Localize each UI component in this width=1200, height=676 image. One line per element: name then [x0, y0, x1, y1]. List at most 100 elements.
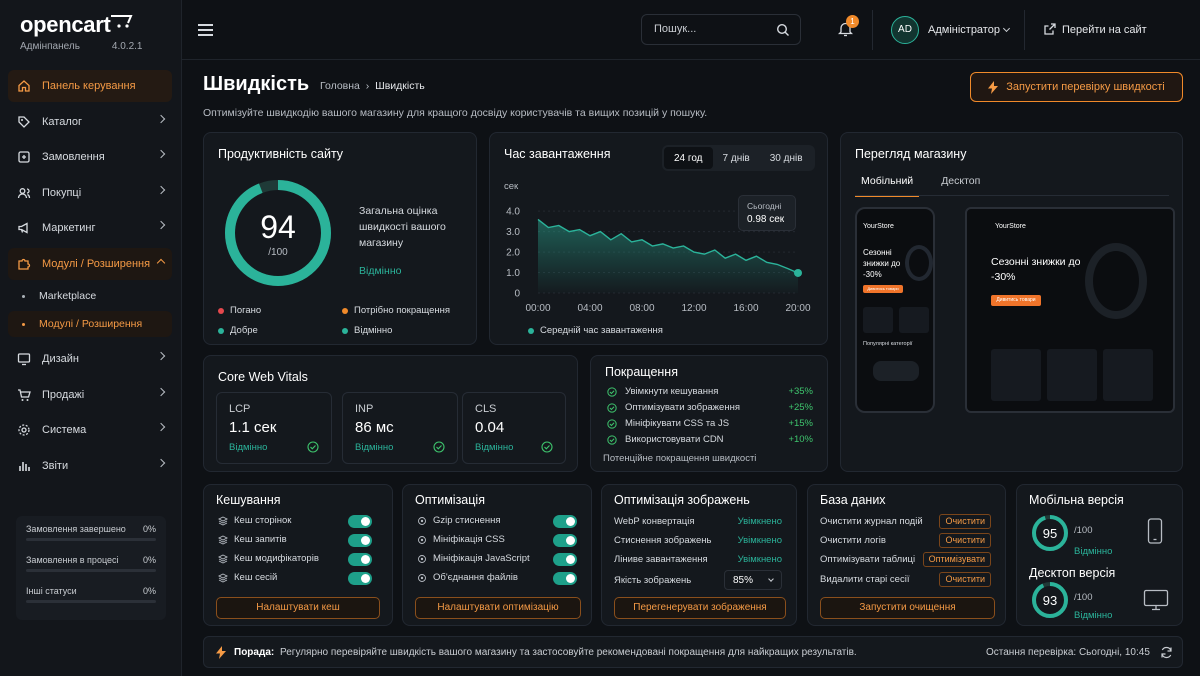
menu-toggle-icon[interactable]: [198, 24, 213, 39]
configure-optimization-button[interactable]: Налаштувати оптимізацію: [415, 597, 581, 619]
sidebar-item-system[interactable]: Система: [8, 414, 172, 446]
logo[interactable]: opencart Адмінпанель 4.0.2.1: [20, 12, 143, 52]
sidebar-item-design[interactable]: Дизайн: [8, 343, 172, 375]
refresh-icon[interactable]: [1160, 646, 1173, 659]
sidebar-item-marketing[interactable]: Маркетинг: [8, 212, 172, 244]
sidebar-item-sales[interactable]: Продажі: [8, 379, 172, 411]
cart-logo-icon: [111, 15, 133, 28]
legend-needs-improvement: Потрібно покращення: [342, 305, 450, 316]
optimize-tables-button[interactable]: Оптимізувати: [922, 552, 991, 567]
improvement-value: +25%: [788, 402, 813, 413]
cache-title: Кешування: [216, 493, 281, 507]
sidebar-item-modules[interactable]: Модулі / Розширення: [8, 247, 172, 280]
hero-button-mobile[interactable]: Дивитись товари: [863, 285, 903, 293]
cache-item: Кеш сторінок: [218, 515, 291, 526]
range-selector: 24 год 7 днів 30 днів: [662, 145, 815, 171]
sidebar-item-orders[interactable]: Замовлення: [8, 141, 172, 173]
tooltip-label: Сьогодні: [747, 201, 782, 211]
chevron-right-icon: [156, 458, 166, 467]
users-icon: [16, 185, 32, 201]
product-thumb: [1103, 349, 1153, 401]
optimization-toggle[interactable]: [553, 572, 577, 585]
score-status: Відмінно: [359, 265, 402, 277]
sidebar-subitem-modules[interactable]: Модулі / Розширення: [8, 311, 172, 337]
hero-button-desktop[interactable]: Дивитись товари: [991, 295, 1041, 306]
product-thumb: [899, 307, 929, 333]
cache-toggle[interactable]: [348, 572, 372, 585]
chevron-right-icon: [156, 422, 166, 432]
optimization-label: Мініфікація CSS: [433, 534, 505, 545]
run-cleanup-button[interactable]: Запустити очищення: [820, 597, 995, 619]
optimization-item: Gzip стиснення: [417, 515, 501, 526]
legend-poor: Погано: [218, 305, 261, 316]
cache-toggle[interactable]: [348, 515, 372, 528]
search-icon[interactable]: [776, 23, 790, 37]
divider: [872, 10, 873, 50]
tab-mobile[interactable]: Мобільний: [855, 173, 920, 197]
sidebar-item-dashboard[interactable]: Панель керування: [8, 70, 172, 102]
sidebar-item-label: Покупці: [42, 186, 82, 199]
legend-label: Добре: [230, 325, 258, 336]
user-menu[interactable]: Адміністратор: [928, 24, 1000, 36]
sidebar-item-customers[interactable]: Покупці: [8, 177, 172, 209]
chevron-down-icon[interactable]: [1002, 24, 1011, 33]
range-30d[interactable]: 30 днів: [769, 153, 803, 164]
sidebar-subitem-marketplace[interactable]: Marketplace: [8, 283, 172, 309]
sidebar-item-label: Замовлення: [42, 151, 105, 163]
check-circle-icon: [607, 434, 617, 445]
y-tick-label: 2.0: [506, 248, 520, 259]
breadcrumb-home[interactable]: Головна: [320, 80, 360, 92]
vitals-title: Core Web Vitals: [218, 370, 308, 384]
sidebar-item-label: Дизайн: [42, 353, 79, 365]
image-quality-select[interactable]: 85%: [724, 570, 782, 590]
bar-chart-icon: [16, 458, 32, 474]
visit-site-link[interactable]: Перейти на сайт: [1062, 24, 1147, 36]
optimization-toggle[interactable]: [553, 515, 577, 528]
mobile-preview: YourStore Сезонні знижки до -30% Дивитис…: [855, 207, 935, 413]
tab-desktop[interactable]: Десктоп: [941, 175, 981, 187]
range-7d[interactable]: 7 днів: [722, 153, 750, 164]
sidebar-item-label: Маркетинг: [42, 222, 96, 234]
database-card: База даних Очистити журнал подій Очистит…: [807, 484, 1006, 626]
desktop-score-arc: [1032, 582, 1068, 618]
sidebar-item-catalog[interactable]: Каталог: [8, 106, 172, 138]
database-label: Очистити журнал подій: [820, 516, 923, 527]
settings-icon: [418, 554, 426, 563]
clear-logs-button[interactable]: Очистити: [939, 533, 991, 548]
data-point-latest: [794, 268, 802, 277]
range-24h[interactable]: 24 год: [664, 147, 713, 169]
chart-legend-label: Середній час завантаження: [540, 325, 663, 336]
cache-toggle[interactable]: [348, 534, 372, 547]
cache-toggle[interactable]: [348, 553, 372, 566]
cache-label: Кеш модифікаторів: [234, 553, 319, 564]
configure-cache-button[interactable]: Налаштувати кеш: [216, 597, 380, 619]
y-axis-label: сек: [504, 181, 519, 192]
mobile-status: Відмінно: [1074, 546, 1113, 557]
optimization-toggle[interactable]: [553, 534, 577, 547]
search-input[interactable]: Пошук...: [641, 14, 801, 45]
sidebar: opencart Адмінпанель 4.0.2.1 Панель керув…: [0, 0, 182, 676]
legend-label: Відмінно: [354, 325, 393, 336]
improvement-label: Увімкнути кешування: [625, 386, 719, 397]
optimization-toggle[interactable]: [553, 553, 577, 566]
sidebar-item-reports[interactable]: Звіти: [8, 450, 172, 482]
image-opt-status: Увімкнено: [737, 535, 782, 546]
run-speed-test-button[interactable]: Запустити перевірку швидкості: [970, 72, 1183, 102]
cache-item: Кеш сесій: [218, 572, 277, 583]
sidebar-item-label: Панель керування: [42, 80, 136, 92]
regenerate-images-button[interactable]: Перегенерувати зображення: [614, 597, 786, 619]
avatar[interactable]: AD: [891, 16, 919, 44]
preview-title: Перегляд магазину: [855, 147, 967, 161]
hero-text-desktop: Сезонні знижки до -30%: [991, 256, 1081, 283]
database-label: Оптимізувати таблиці: [820, 554, 916, 565]
external-link-icon[interactable]: [1043, 22, 1057, 36]
sidebar-item-label: Продажі: [42, 388, 85, 401]
delete-sessions-button[interactable]: Очистити: [939, 572, 991, 587]
check-circle-icon: [433, 441, 445, 453]
clear-events-button[interactable]: Очистити: [939, 514, 991, 529]
lightning-icon: [988, 80, 999, 94]
chevron-down-icon: [768, 576, 774, 582]
image-optimization-card: Оптимізація зображень WebP конвертація У…: [601, 484, 797, 626]
chevron-right-icon: [156, 387, 166, 396]
vital-status: Відмінно: [355, 442, 394, 453]
